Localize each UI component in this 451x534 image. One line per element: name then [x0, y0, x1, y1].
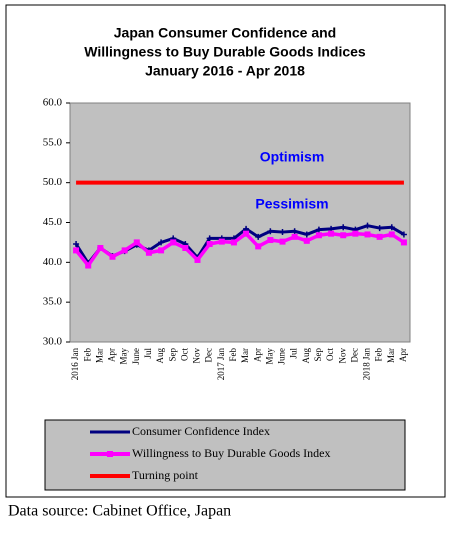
x-tick-label: Mar [240, 348, 250, 363]
point-marker [194, 256, 201, 263]
x-tick-label: Apr [398, 348, 408, 362]
point-marker [340, 224, 347, 231]
y-tick-label: 55.0 [43, 136, 63, 148]
x-tick-label: Feb [82, 348, 92, 362]
x-tick-label: Oct [325, 348, 335, 361]
x-tick-label: Apr [107, 348, 117, 362]
x-tick-label: Feb [228, 348, 238, 362]
point-marker [400, 239, 407, 246]
x-tick-label: Dec [204, 348, 214, 363]
x-tick-label: Mar [386, 348, 396, 363]
point-marker [267, 228, 274, 235]
point-marker [170, 239, 177, 246]
y-tick-label: 40.0 [43, 256, 63, 268]
point-marker [230, 239, 237, 246]
chart-title: Willingness to Buy Durable Goods Indices [84, 44, 366, 60]
point-marker [352, 230, 359, 237]
point-marker [291, 233, 298, 240]
annotation: Optimism [260, 149, 325, 165]
point-marker [85, 262, 92, 269]
point-marker [388, 231, 395, 238]
series-line [74, 231, 405, 268]
x-tick-label: Aug [155, 348, 165, 364]
point-marker [121, 247, 128, 254]
point-marker [182, 244, 189, 251]
x-tick-label: Nov [192, 348, 202, 364]
point-marker [206, 241, 213, 248]
x-tick-label: Dec [349, 348, 359, 363]
point-marker [267, 237, 274, 244]
point-marker [145, 249, 152, 256]
point-marker [364, 231, 371, 238]
x-tick-label: Apr [252, 348, 262, 362]
point-marker [328, 230, 335, 237]
point-marker [255, 243, 262, 250]
legend-label: Willingness to Buy Durable Goods Index [132, 446, 331, 460]
point-marker [243, 230, 250, 237]
point-marker [255, 233, 262, 240]
x-tick-label: June [277, 348, 287, 365]
point-marker [109, 253, 116, 260]
x-tick-label: Jul [289, 348, 299, 359]
x-tick-label: Aug [301, 348, 311, 364]
x-tick-label: June [131, 348, 141, 365]
point-marker [340, 232, 347, 239]
point-marker [376, 233, 383, 240]
point-marker [303, 231, 310, 238]
x-tick-label: 2016 Jan [70, 348, 80, 381]
x-tick-label: Feb [374, 348, 384, 362]
point-marker [291, 228, 298, 235]
x-tick-label: Oct [179, 348, 189, 361]
source-note: Data source: Cabinet Office, Japan [8, 503, 231, 520]
point-marker [315, 232, 322, 239]
point-marker [73, 241, 80, 248]
point-marker [206, 235, 213, 242]
legend-label: Consumer Confidence Index [132, 424, 270, 438]
legend-marker [107, 451, 113, 457]
x-tick-label: Nov [337, 348, 347, 364]
point-marker [218, 238, 225, 245]
point-marker [315, 226, 322, 233]
point-marker [133, 239, 140, 246]
plot-area [69, 102, 411, 343]
legend-label: Turning point [132, 468, 199, 482]
point-marker [279, 229, 286, 236]
point-marker [376, 225, 383, 232]
point-marker [364, 222, 371, 229]
point-marker [158, 247, 165, 254]
chart-title: January 2016 - Apr 2018 [145, 63, 305, 79]
annotation: Pessimism [255, 196, 328, 212]
chart-title: Japan Consumer Confidence and [114, 25, 336, 41]
y-tick-label: 30.0 [43, 336, 63, 348]
x-tick-label: Sep [167, 348, 177, 362]
y-tick-label: 45.0 [43, 216, 63, 228]
point-marker [73, 247, 80, 254]
point-marker [97, 244, 104, 251]
point-marker [279, 238, 286, 245]
point-marker [388, 224, 395, 231]
x-tick-label: Jul [143, 348, 153, 359]
x-tick-label: May [119, 348, 129, 365]
x-tick-label: 2017 Jan [216, 348, 226, 381]
point-marker [303, 237, 310, 244]
point-marker [400, 231, 407, 238]
x-tick-label: Mar [94, 348, 104, 363]
y-tick-label: 35.0 [43, 296, 63, 308]
x-tick-label: 2018 Jan [362, 348, 372, 381]
x-tick-label: May [264, 348, 274, 365]
y-tick-label: 60.0 [43, 97, 63, 109]
x-tick-label: Sep [313, 348, 323, 362]
y-tick-label: 50.0 [43, 176, 63, 188]
point-marker [158, 239, 165, 246]
